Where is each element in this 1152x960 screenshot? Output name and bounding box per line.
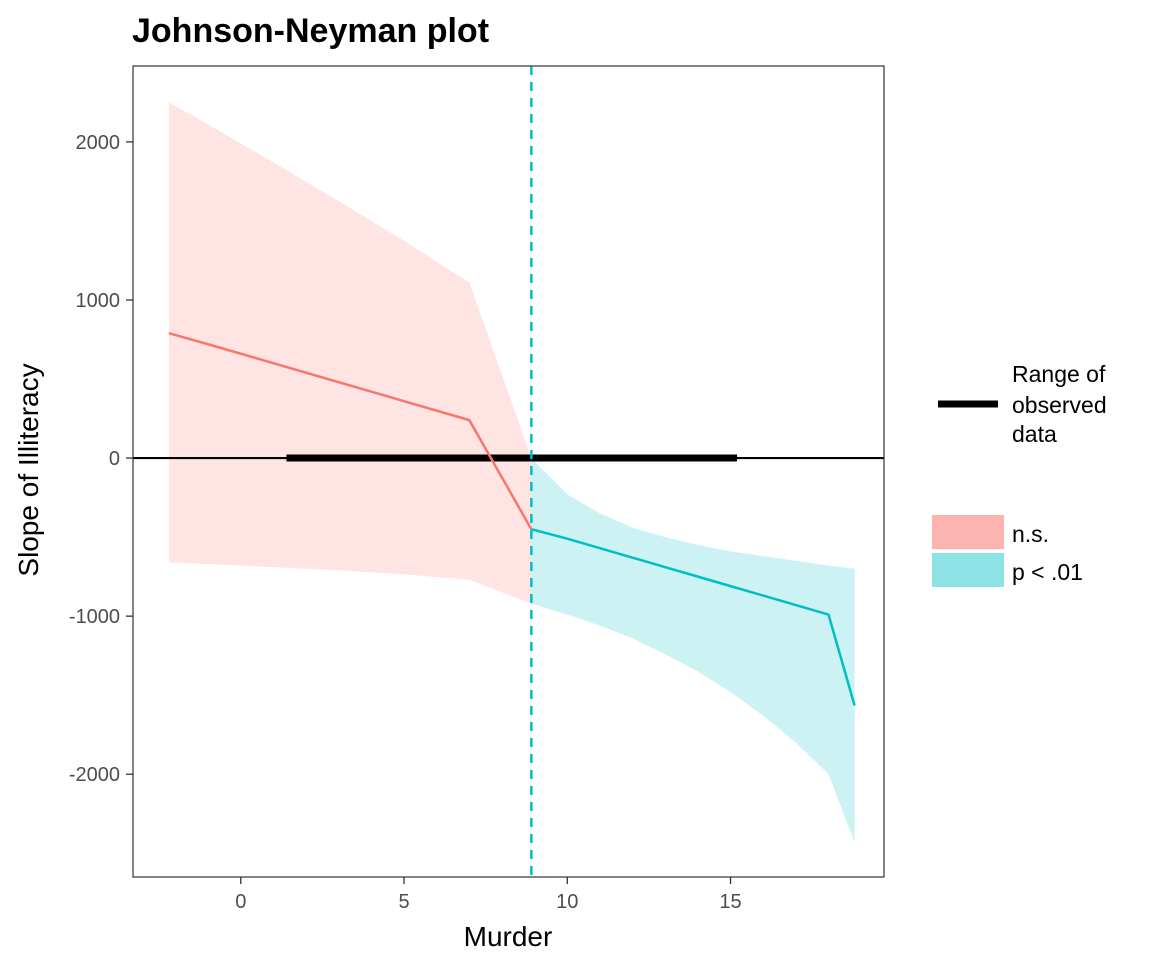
y-tick-label--1000: -1000 [69,606,120,628]
legend: Range of observed data n.s. p < .01 [932,361,1107,587]
x-tick-label-5: 5 [398,891,409,913]
x-tick-label-10: 10 [556,891,578,913]
range-legend-label-line-2: observed [1012,392,1107,418]
ns-legend-label: n.s. [1012,521,1049,547]
plot-area: 0 5 10 15 -2000 -1000 0 1000 2000 [69,65,885,913]
y-tick-label-1000: 1000 [76,290,121,312]
x-tick-label-0: 0 [235,891,246,913]
plot-panel-border [132,65,885,878]
chart-title: Johnson-Neyman plot [132,12,489,50]
p-lt-01-legend-key [932,553,1004,587]
significant-slope-line [531,527,856,706]
p-lt-01-legend-label: p < .01 [1012,559,1083,585]
range-legend-label-line-3: data [1012,421,1057,447]
y-axis-title: Slope of Illiteracy [13,363,44,576]
significant-confidence-band [531,458,855,843]
y-tick-label-0: 0 [109,448,120,470]
x-axis-title: Murder [464,921,553,952]
y-tick-label--2000: -2000 [69,764,120,786]
x-tick-label-15: 15 [719,891,741,913]
y-tick-label-2000: 2000 [76,132,121,154]
ns-confidence-band [168,102,532,604]
ns-legend-key [932,515,1004,549]
ns-slope-line [168,331,533,530]
range-legend-label-line-1: Range of [1012,361,1106,387]
